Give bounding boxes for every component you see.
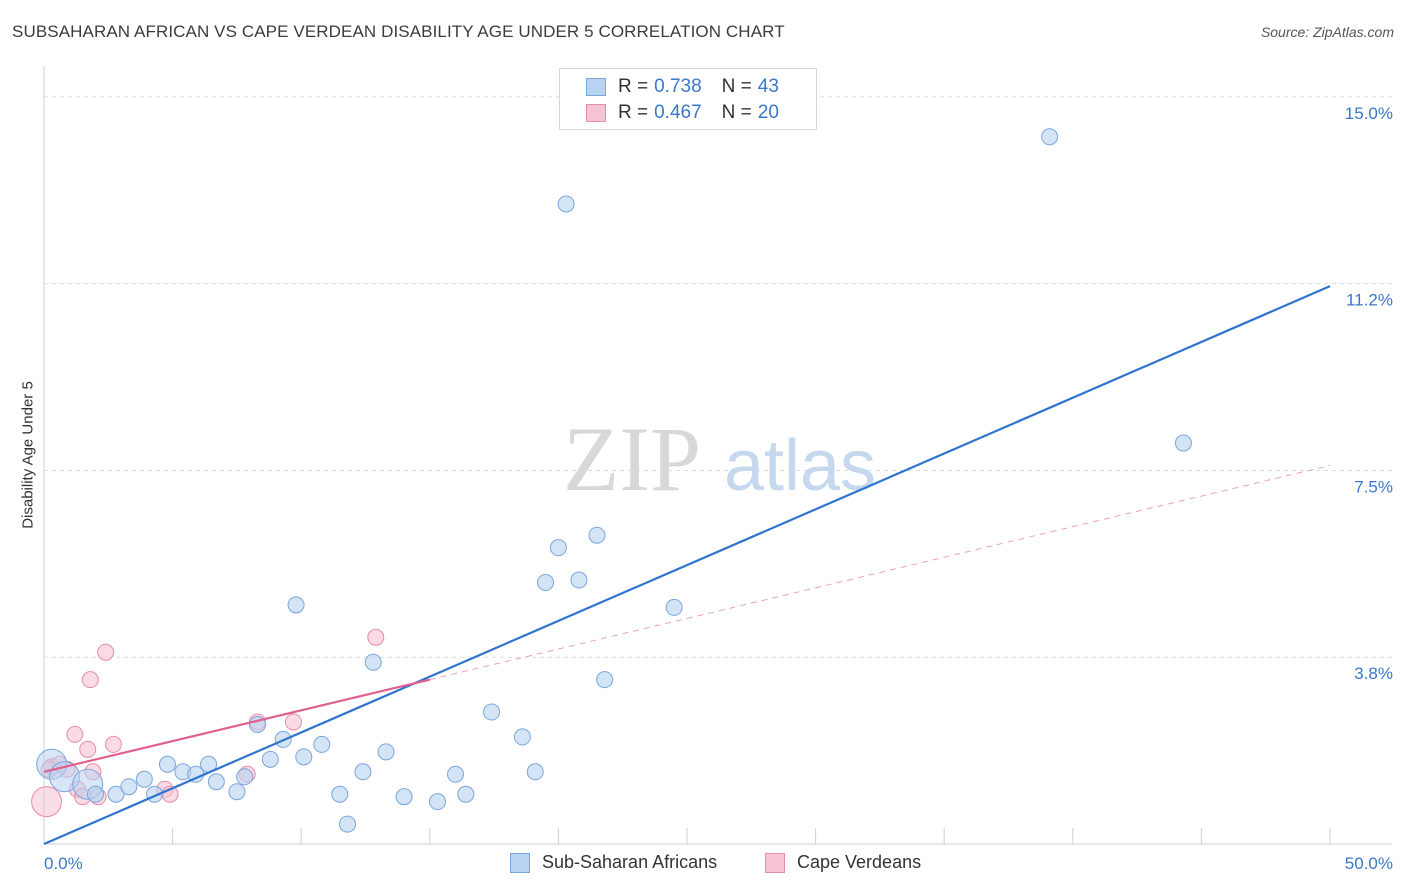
point-pink [284, 713, 302, 731]
r-label: R = [618, 102, 649, 123]
y-tick-label: 15.0% [1345, 104, 1393, 123]
point-blue [135, 770, 153, 788]
legend-item-subsaharan[interactable]: Sub-Saharan Africans [510, 852, 717, 873]
r-label: R = [618, 76, 649, 97]
point-pink [79, 740, 97, 758]
point-pink [367, 628, 385, 646]
point-blue [526, 763, 544, 781]
correlation-legend: R = 0.738 N = 43 R = 0.467 N = 20 [559, 68, 817, 130]
legend-label: Sub-Saharan Africans [542, 852, 718, 872]
watermark-zip: ZIP [563, 408, 701, 510]
trend-extension-pink [429, 464, 1331, 681]
point-blue [549, 539, 567, 557]
point-blue [483, 703, 501, 721]
point-blue [395, 788, 413, 806]
legend-swatch-pink [765, 852, 785, 873]
point-blue [207, 773, 225, 791]
legend-label: Cape Verdeans [797, 852, 922, 872]
point-blue [107, 785, 125, 803]
point-blue [236, 768, 254, 786]
point-pink [81, 671, 99, 689]
point-blue [261, 750, 279, 768]
point-blue [338, 815, 356, 833]
point-blue [665, 598, 683, 616]
y-tick-label: 3.8% [1354, 664, 1393, 683]
point-blue [228, 783, 246, 801]
tick-labels: 3.8% 7.5% 11.2% 15.0% 0.0% 50.0% [44, 104, 1393, 873]
point-pink [97, 643, 115, 661]
grid-lines [44, 96, 1392, 658]
point-blue [537, 574, 555, 592]
source-label: Source: ZipAtlas.com [1260, 24, 1394, 40]
r-value: 0.467 [654, 102, 702, 123]
legend-swatch-blue [586, 78, 606, 96]
point-blue [86, 785, 104, 803]
legend-swatch-pink [586, 104, 606, 122]
point-blue [295, 748, 313, 766]
point-blue [513, 728, 531, 746]
legend-row-subsaharan: R = 0.738 N = 43 [586, 74, 779, 100]
point-blue [377, 743, 395, 761]
point-blue [447, 765, 465, 783]
point-blue [457, 785, 475, 803]
n-label: N = [721, 102, 752, 123]
point-blue [313, 735, 331, 753]
point-blue [557, 195, 575, 213]
point-blue [364, 653, 382, 671]
chart-title: SUBSAHARAN AFRICAN VS CAPE VERDEAN DISAB… [12, 22, 785, 41]
point-blue [354, 763, 372, 781]
legend-swatch-blue [510, 852, 530, 873]
point-blue [1174, 434, 1192, 452]
r-value: 0.738 [654, 76, 702, 97]
point-blue [588, 526, 606, 544]
x-tick-label: 0.0% [44, 854, 83, 873]
legend-item-capeverdean[interactable]: Cape Verdeans [765, 852, 921, 873]
point-pink [31, 786, 63, 818]
point-blue [158, 755, 176, 773]
point-pink [104, 735, 122, 753]
point-blue [1041, 128, 1059, 146]
n-value: 43 [757, 76, 779, 97]
y-axis-label: Disability Age Under 5 [19, 381, 37, 529]
y-tick-label: 11.2% [1346, 291, 1393, 310]
point-blue [570, 571, 588, 589]
trend-line-pink [43, 678, 431, 773]
x-tick-label: 50.0% [1345, 854, 1393, 873]
point-pink [66, 725, 84, 743]
point-blue [596, 671, 614, 689]
point-blue [429, 793, 447, 811]
n-label: N = [721, 76, 752, 97]
point-blue [331, 785, 349, 803]
legend-row-capeverdean: R = 0.467 N = 20 [586, 100, 779, 126]
point-blue [287, 596, 305, 614]
n-value: 20 [757, 102, 779, 123]
series-legend: Sub-Saharan Africans Cape Verdeans [0, 852, 1406, 878]
y-tick-label: 7.5% [1354, 477, 1393, 496]
point-blue [120, 778, 138, 796]
trend-line-blue [43, 285, 1331, 846]
watermark-atlas: atlas [724, 426, 876, 506]
axes [43, 66, 1392, 845]
trend-lines [43, 285, 1331, 846]
